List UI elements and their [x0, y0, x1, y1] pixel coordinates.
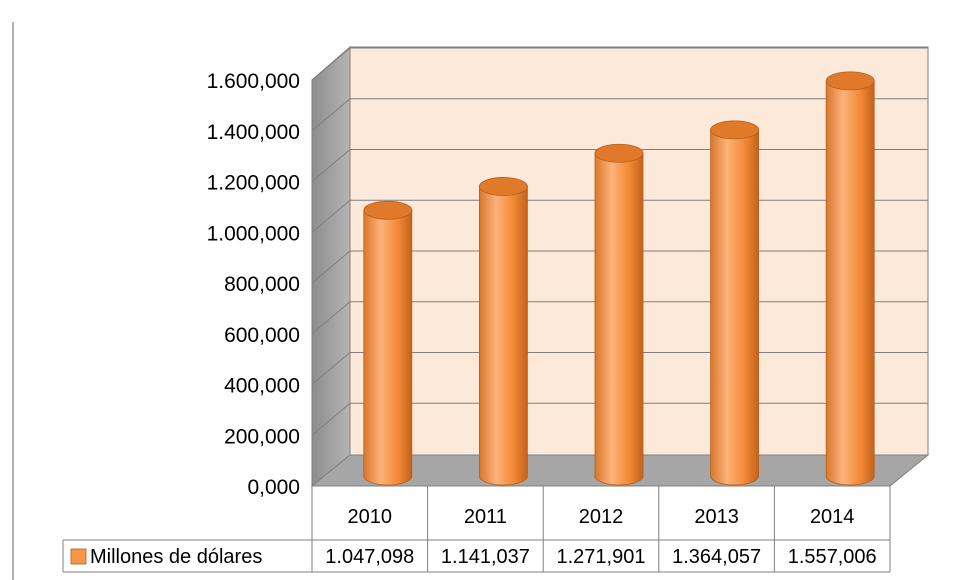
bar-body: [363, 209, 413, 486]
bar-body: [825, 80, 875, 486]
gridline-side: [311, 149, 351, 182]
x-tick-label: 2013: [694, 506, 739, 528]
bar-body: [594, 152, 644, 486]
y-tick-label: 400,000: [224, 375, 300, 398]
y-tick-label: 600,000: [224, 324, 300, 347]
x-tick-label: 2010: [348, 506, 393, 528]
gridline-side: [311, 301, 351, 335]
x-tick-label: 2012: [579, 506, 624, 528]
bar-top: [825, 71, 875, 91]
x-tick-label: 2011: [464, 506, 507, 528]
bar-top: [710, 120, 759, 140]
bar: [825, 71, 875, 486]
data-table: 2010 1.047,098 2011 1.141,037 2012 1.271,901 2…: [62, 486, 891, 573]
bar-top: [594, 143, 644, 163]
y-axis-ticks: 0,000 200,000 400,000 600,000 800,000 1.000,0…: [207, 70, 300, 499]
bar: [594, 143, 644, 486]
bar-body: [479, 186, 528, 486]
y-tick-label: 800,000: [224, 273, 300, 296]
data-label: 1.141,037: [441, 546, 530, 568]
gridline-side: [311, 199, 351, 233]
legend-label: Millones de dólares: [90, 546, 262, 568]
bar: [363, 200, 413, 486]
y-tick-label: 1.400,000: [207, 121, 300, 144]
y-tick-label: 1.000,000: [207, 222, 300, 245]
data-label: 1.557,006: [788, 546, 877, 568]
gridline-side: [311, 47, 351, 81]
data-label: 1.364,057: [672, 546, 761, 568]
bar-top: [478, 177, 528, 196]
bar-top: [363, 200, 413, 220]
y-tick-label: 1.200,000: [207, 172, 300, 195]
gridline-side: [311, 352, 351, 385]
bar-body: [710, 129, 759, 486]
x-tick-label: 2014: [810, 506, 855, 528]
legend-swatch: [70, 548, 87, 565]
data-label: 1.047,098: [325, 546, 414, 568]
gridline-side: [311, 250, 351, 284]
gridline-side: [311, 98, 351, 132]
data-label: 1.271,901: [557, 546, 646, 568]
bar: [478, 177, 528, 486]
y-tick-label: 1.600,000: [207, 70, 300, 93]
y-tick-label: 200,000: [224, 425, 300, 448]
bar: [710, 120, 759, 486]
bars: [363, 71, 875, 486]
gridline-side: [311, 402, 351, 436]
y-tick-label: 0,000: [247, 476, 300, 499]
